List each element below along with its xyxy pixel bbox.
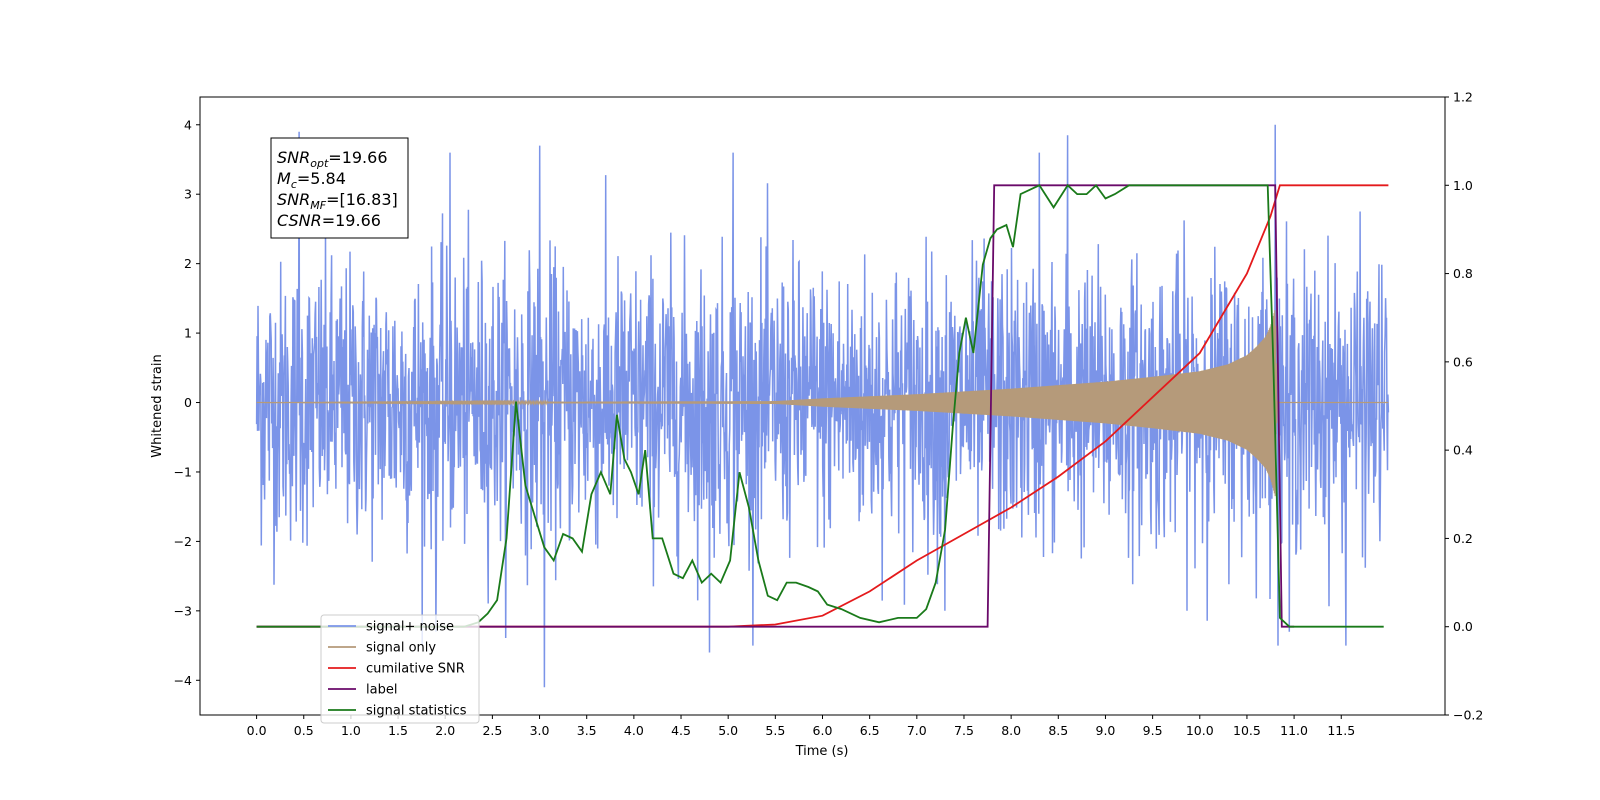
x-tick-label: 3.0 — [530, 723, 550, 738]
x-tick-label: 10.0 — [1186, 723, 1214, 738]
x-axis: 0.0 0.5 1.0 1.5 2.0 2.5 3.0 3.5 4.0 4.5 5.0 5.5 6.0 6… — [247, 715, 1355, 738]
annotation-value: =19.66 — [322, 211, 381, 230]
x-tick-label: 8.5 — [1048, 723, 1068, 738]
annotation-symbol: M — [277, 169, 291, 188]
y-tick-label: 4 — [184, 117, 192, 132]
y2-tick-label: 0.8 — [1453, 266, 1473, 281]
x-tick-label: 7.0 — [907, 723, 927, 738]
x-tick-label: 4.5 — [671, 723, 691, 738]
legend-label: label — [366, 683, 397, 698]
y-tick-label: 2 — [184, 256, 192, 271]
y2-tick-label: 0.2 — [1453, 531, 1473, 546]
x-tick-label: 7.5 — [954, 723, 974, 738]
x-axis-label: Time (s) — [795, 744, 849, 759]
legend-label: signal only — [366, 641, 436, 656]
annotation-subscript: opt — [310, 157, 329, 170]
y2-tick-label: 0.4 — [1453, 443, 1473, 458]
legend-label: cumilative SNR — [366, 662, 465, 677]
legend-frame — [320, 614, 480, 724]
annotation-frame — [270, 137, 409, 239]
annotation-line: SNRopt=19.66 — [277, 148, 388, 170]
annotation-value: =[16.83] — [326, 190, 398, 209]
series-signal-noise — [255, 124, 1390, 688]
y2-tick-label: 1.2 — [1453, 90, 1473, 105]
annotation-subscript: c — [291, 178, 297, 191]
y2-tick-label: −0.2 — [1453, 708, 1483, 723]
x-tick-label: 5.5 — [765, 723, 785, 738]
x-tick-label: 4.0 — [624, 723, 644, 738]
x-tick-label: 6.5 — [860, 723, 880, 738]
x-tick-label: 1.0 — [341, 723, 361, 738]
annotation-line: SNRMF=[16.83] — [277, 190, 398, 212]
series-signal-statistics — [256, 183, 1384, 628]
x-tick-label: 0.5 — [294, 723, 314, 738]
x-tick-label: 2.0 — [435, 723, 455, 738]
x-tick-label: 2.5 — [482, 723, 502, 738]
x-tick-label: 11.0 — [1280, 723, 1308, 738]
y2-tick-label: 0.0 — [1453, 619, 1473, 634]
y-tick-label: −2 — [174, 534, 192, 549]
y-tick-label: 3 — [184, 187, 192, 202]
y-tick-label: −1 — [174, 464, 192, 479]
legend-label: signal+ noise — [366, 620, 454, 635]
annotation-symbol: CSNR — [277, 211, 322, 230]
series-signal-only — [256, 310, 1389, 497]
x-tick-label: 1.5 — [388, 723, 408, 738]
x-tick-label: 6.0 — [813, 723, 833, 738]
y-axis-left: 4 3 2 1 0 −1 −2 −3 −4 — [174, 117, 200, 688]
y-tick-label: 1 — [184, 326, 192, 341]
y-axis-label: Whitened strain — [150, 354, 165, 457]
annotation-value: =5.84 — [297, 169, 346, 188]
annotation-line: Mc=5.84 — [277, 169, 346, 191]
x-tick-label: 5.0 — [718, 723, 738, 738]
x-tick-label: 9.0 — [1096, 723, 1116, 738]
x-tick-label: 10.5 — [1233, 723, 1261, 738]
annotation-symbol: SNR — [277, 190, 310, 209]
x-tick-label: 9.5 — [1143, 723, 1163, 738]
x-tick-label: 11.5 — [1327, 723, 1355, 738]
legend: signal+ noise signal only cumilative SNR la… — [320, 614, 480, 724]
y-tick-label: −3 — [174, 603, 192, 618]
x-tick-label: 8.0 — [1001, 723, 1021, 738]
annotation-symbol: SNR — [277, 148, 310, 167]
annotation-box: SNRopt=19.66Mc=5.84SNRMF=[16.83]CSNR=19.… — [270, 137, 409, 239]
plot-area — [255, 124, 1390, 688]
y2-tick-label: 0.6 — [1453, 354, 1473, 369]
legend-label: signal statistics — [366, 704, 467, 719]
annotation-value: =19.66 — [328, 148, 387, 167]
y2-tick-label: 1.0 — [1453, 178, 1473, 193]
x-tick-label: 3.5 — [577, 723, 597, 738]
y-tick-label: −4 — [174, 673, 192, 688]
x-tick-label: 0.0 — [247, 723, 267, 738]
annotation-subscript: MF — [310, 199, 326, 212]
y-axis-right: 1.2 1.0 0.8 0.6 0.4 0.2 0.0 −0.2 — [1445, 90, 1483, 723]
series-cumilative-snr — [256, 184, 1389, 628]
y-tick-label: 0 — [184, 395, 192, 410]
annotation-line: CSNR=19.66 — [277, 211, 381, 230]
